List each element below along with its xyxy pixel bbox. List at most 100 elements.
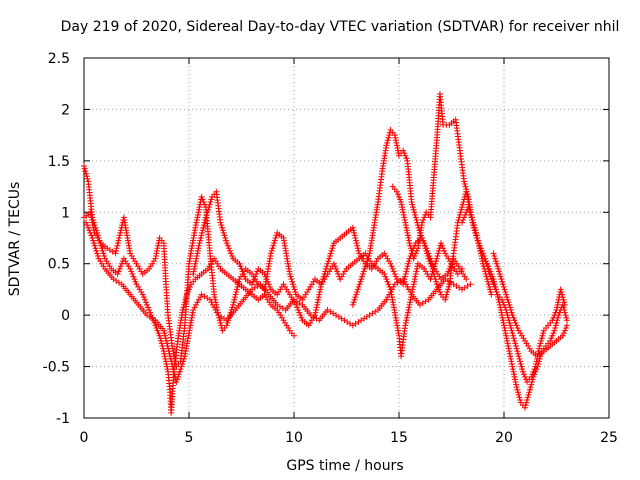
data-point <box>553 319 560 326</box>
data-point <box>211 294 218 301</box>
data-point <box>526 386 533 393</box>
data-point <box>464 191 471 198</box>
data-point <box>389 265 396 272</box>
data-point <box>294 304 301 311</box>
data-point <box>330 242 337 249</box>
data-point <box>266 283 273 290</box>
data-point <box>505 299 512 306</box>
data-point <box>501 286 508 293</box>
data-point <box>351 229 358 236</box>
data-point <box>404 263 411 270</box>
data-point <box>487 289 494 295</box>
data-point <box>413 268 420 275</box>
data-point <box>219 224 226 231</box>
data-point <box>90 240 97 247</box>
data-point <box>101 253 108 259</box>
data-point <box>559 332 566 339</box>
chart-title: Day 219 of 2020, Sidereal Day-to-day VTE… <box>61 19 620 35</box>
data-point <box>204 209 211 216</box>
data-point <box>487 286 493 293</box>
data-point <box>208 196 215 203</box>
data-point <box>179 361 186 367</box>
data-point <box>161 353 168 360</box>
data-point <box>402 322 409 329</box>
data-point <box>558 289 565 295</box>
data-point <box>502 327 509 334</box>
data-point <box>89 222 96 229</box>
data-point <box>509 363 516 370</box>
y-tick-label: -0.5 <box>43 360 70 376</box>
data-point <box>354 286 361 293</box>
x-tick-label: 25 <box>600 430 618 446</box>
data-point <box>192 222 199 229</box>
data-point <box>315 296 322 303</box>
data-point <box>312 312 318 319</box>
data-point <box>156 332 163 339</box>
data-point <box>83 170 90 177</box>
data-point <box>230 301 237 308</box>
data-point <box>536 343 543 349</box>
data-point <box>287 273 294 280</box>
data-point <box>492 258 499 265</box>
data-point <box>488 291 495 298</box>
data-point <box>435 250 442 257</box>
data-point <box>459 219 465 226</box>
data-point <box>471 224 478 231</box>
data-point <box>117 263 124 270</box>
data-point <box>525 391 532 398</box>
data-point <box>199 229 206 236</box>
data-point <box>353 291 360 298</box>
data-point <box>364 255 371 262</box>
data-point <box>410 283 417 290</box>
data-point <box>519 366 526 373</box>
data-point <box>461 178 468 185</box>
data-point <box>233 286 240 293</box>
data-point <box>153 250 160 257</box>
data-point <box>132 278 139 285</box>
data-point <box>522 402 529 409</box>
data-point <box>84 175 91 182</box>
data-point <box>216 317 223 324</box>
data-point <box>515 391 522 398</box>
data-point <box>288 276 295 283</box>
data-point <box>88 214 95 221</box>
data-point <box>87 229 94 236</box>
data-point <box>405 237 412 244</box>
data-point <box>194 299 201 306</box>
data-point <box>460 217 467 223</box>
data-point <box>173 379 180 385</box>
data-point <box>435 286 442 293</box>
data-point <box>160 348 167 355</box>
data-point <box>517 358 524 365</box>
data-point <box>328 247 335 254</box>
data-point <box>398 199 405 205</box>
data-point <box>228 250 234 257</box>
data-point <box>88 232 95 239</box>
data-point <box>499 314 506 321</box>
data-point <box>497 273 504 280</box>
data-point <box>557 286 564 293</box>
data-point <box>406 240 413 247</box>
x-tick-label: 0 <box>80 430 89 446</box>
data-point <box>129 271 136 277</box>
data-point <box>264 278 271 285</box>
data-point <box>510 314 517 321</box>
data-point <box>381 271 388 277</box>
data-point <box>463 276 470 283</box>
data-point <box>507 322 514 329</box>
data-point <box>550 330 557 337</box>
data-point <box>230 299 237 306</box>
data-point <box>153 325 160 331</box>
data-point <box>497 304 504 311</box>
data-point <box>548 335 555 342</box>
data-point <box>351 232 358 239</box>
data-point <box>463 188 470 195</box>
data-point <box>564 317 570 324</box>
data-point <box>560 296 567 303</box>
data-point <box>146 307 153 313</box>
data-point <box>496 271 503 277</box>
data-point <box>512 319 519 326</box>
data-point <box>349 224 356 231</box>
plot-frame <box>83 57 610 419</box>
data-point <box>410 255 417 262</box>
